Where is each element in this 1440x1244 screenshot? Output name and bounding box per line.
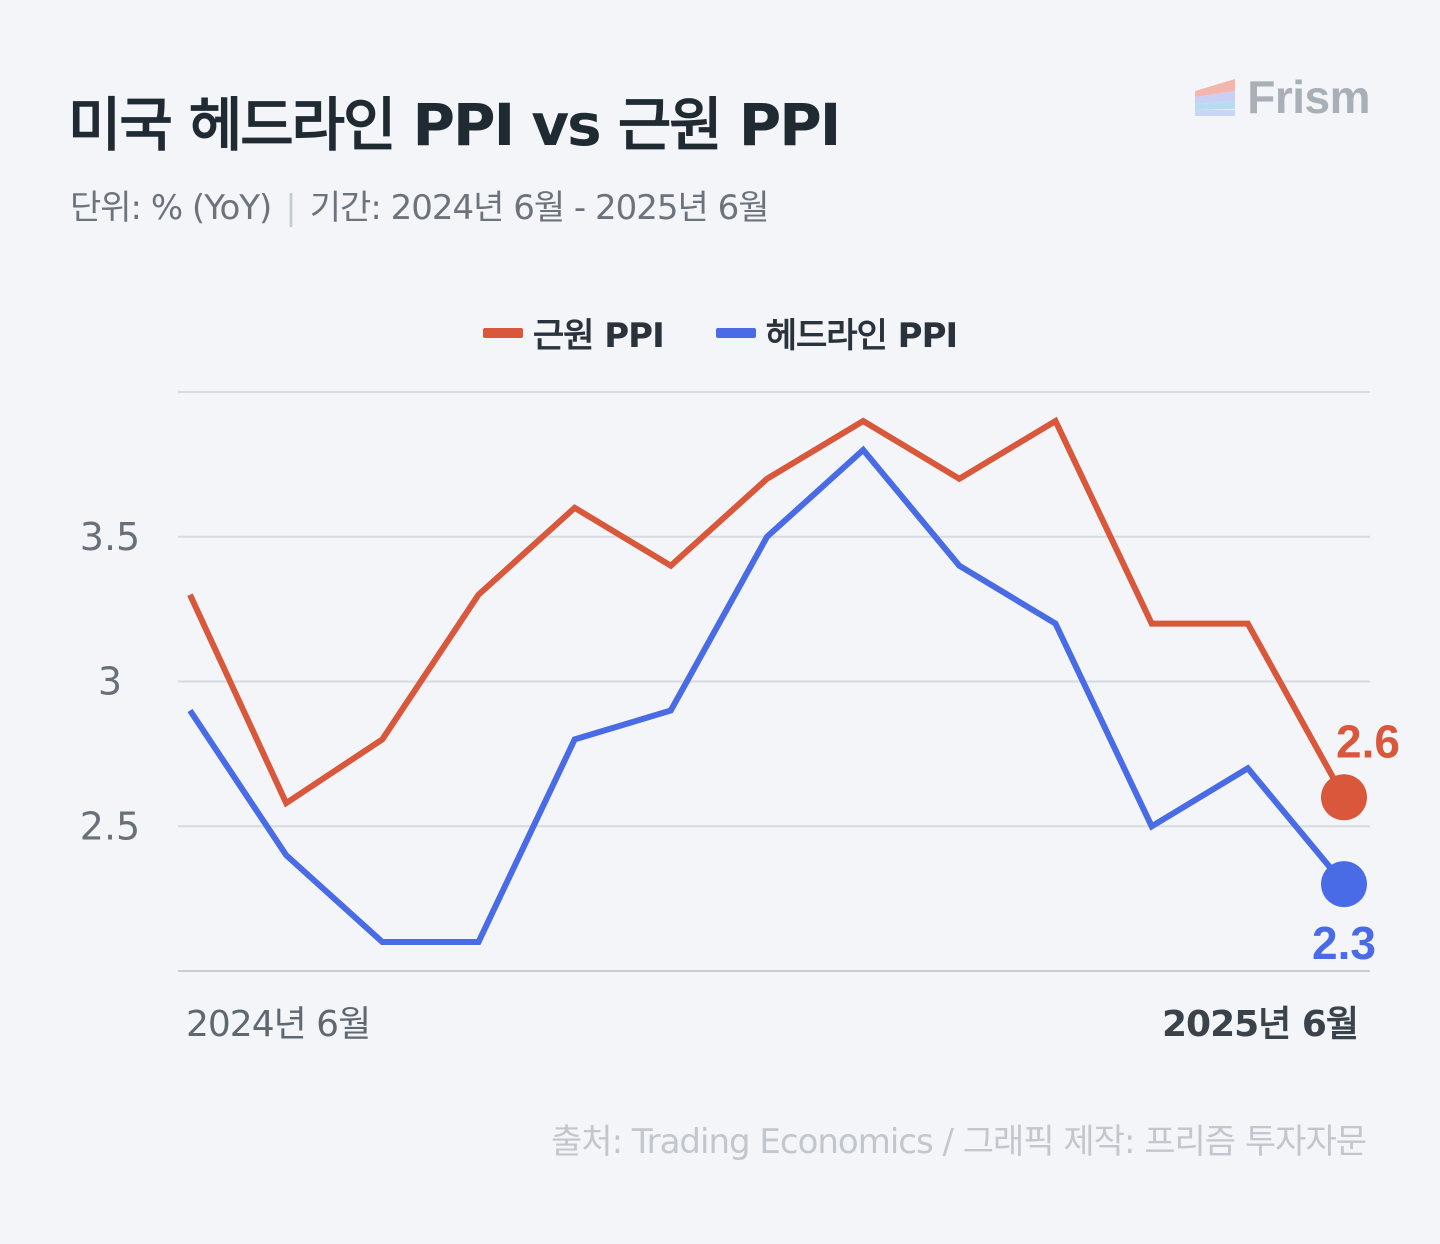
y-tick-label: 3.5 [80,515,140,559]
legend-swatch-core [482,327,523,338]
chart-subtitle: 단위: % (YoY) | 기간: 2024년 6월 - 2025년 6월 [70,180,770,229]
series-line-core-ppi [187,416,1347,808]
frism-logo-icon [1195,79,1236,116]
legend-item-headline-ppi: 헤드라인 PPI [715,308,958,357]
source-credit: 출처: Trading Economics / 그래픽 제작: 프리즘 투자자문 [551,1122,1367,1162]
legend-item-core-ppi: 근원 PPI [482,308,665,357]
y-tick-label: 3 [98,660,122,704]
x-tick-label-first: 2024년 6월 [186,1004,370,1045]
chart-legend: 근원 PPI 헤드라인 PPI [0,308,1440,357]
x-tick-label-last: 2025년 6월 [1162,1004,1358,1045]
frism-logo: Frism [1195,70,1370,124]
end-marker-core-ppi [1321,774,1367,821]
period-label: 기간: 2024년 6월 - 2025년 6월 [309,188,770,228]
legend-label-headline: 헤드라인 PPI [765,316,958,356]
legend-swatch-headline [715,327,756,338]
series-line-headline-ppi [187,445,1347,945]
frism-logo-text: Frism [1247,71,1370,123]
subtitle-divider: | [285,188,297,228]
end-value-label-headline-ppi: 2.3 [1312,917,1376,969]
end-marker-headline-ppi [1321,861,1367,908]
legend-label-core: 근원 PPI [532,316,665,356]
y-tick-label: 2.5 [80,804,140,848]
chart-title: 미국 헤드라인 PPI vs 근원 PPI [68,91,841,159]
end-value-label-core-ppi: 2.6 [1336,715,1400,767]
unit-label: 단위: % (YoY) [70,188,272,228]
